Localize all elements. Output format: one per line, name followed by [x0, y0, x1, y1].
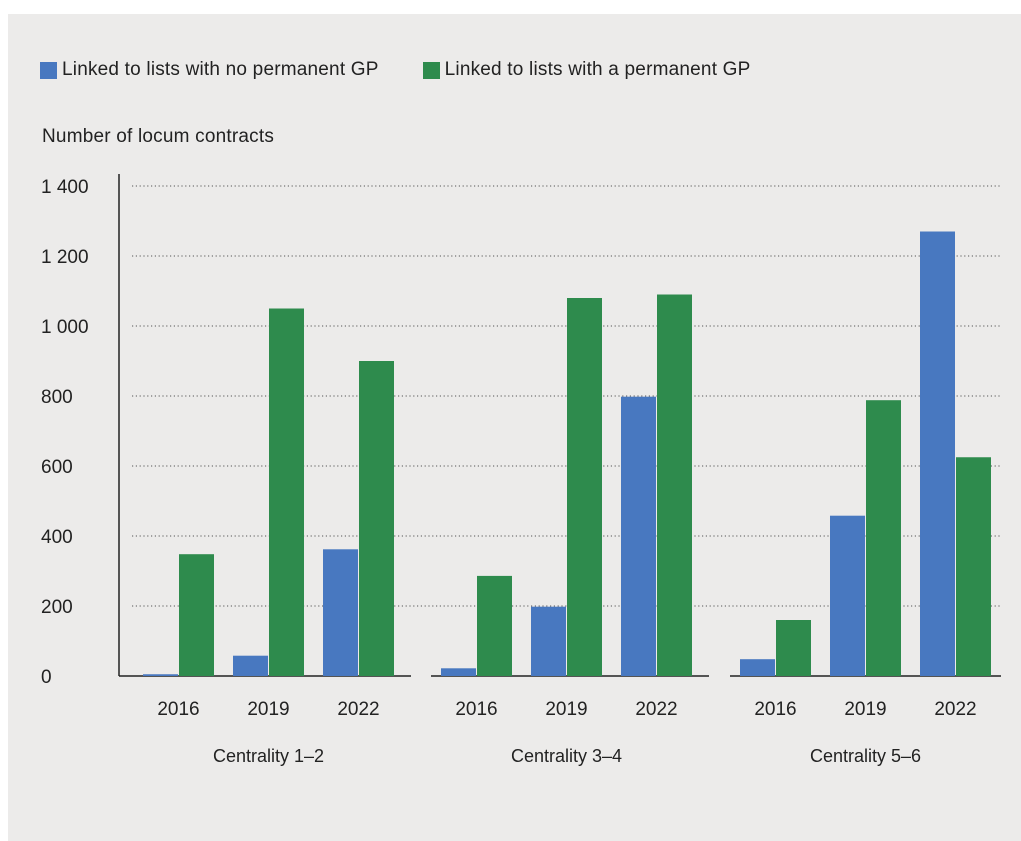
bar [359, 361, 394, 676]
legend-item-no-permanent-gp: Linked to lists with no permanent GP [40, 59, 379, 81]
legend-label-permanent-gp: Linked to lists with a permanent GP [444, 59, 751, 80]
y-tick-label: 1 200 [41, 247, 89, 268]
bar [830, 515, 865, 676]
group-label: Centrality 1–2 [213, 746, 324, 766]
y-tick-label: 0 [41, 667, 52, 688]
legend-swatch-no-permanent-gp [40, 61, 57, 79]
y-tick-label: 1 000 [41, 317, 89, 338]
x-tick-label: 2022 [934, 699, 976, 720]
y-tick-label: 800 [41, 387, 73, 408]
bar [776, 620, 811, 676]
x-tick-label: 2019 [247, 699, 289, 720]
group-label: Centrality 3–4 [511, 746, 622, 766]
x-tick-label: 2022 [635, 699, 677, 720]
bar [740, 659, 775, 676]
group-label: Centrality 5–6 [810, 746, 921, 766]
bar [179, 554, 214, 676]
bar [866, 400, 901, 676]
chart-panel [8, 14, 1021, 841]
bar [143, 674, 178, 676]
bar [477, 575, 512, 676]
x-tick-label: 2019 [545, 699, 587, 720]
legend: Linked to lists with no permanent GP Lin… [40, 58, 795, 82]
legend-label-no-permanent-gp: Linked to lists with no permanent GP [62, 59, 379, 80]
bar [621, 396, 656, 676]
legend-swatch-permanent-gp [422, 61, 440, 79]
bar [567, 298, 602, 676]
y-tick-label: 200 [41, 597, 73, 618]
bar [233, 655, 268, 676]
bar [956, 457, 991, 676]
x-tick-label: 2022 [337, 699, 379, 720]
bar [323, 549, 358, 676]
x-tick-label: 2019 [844, 699, 886, 720]
y-tick-label: 400 [41, 527, 73, 548]
x-tick-label: 2016 [455, 699, 497, 720]
y-axis-title: Number of locum contracts [42, 126, 275, 147]
bar [531, 606, 566, 676]
y-tick-label: 600 [41, 457, 73, 478]
legend-item-permanent-gp: Linked to lists with a permanent GP [422, 59, 751, 81]
bar [920, 231, 955, 676]
bar [441, 668, 476, 676]
x-tick-label: 2016 [754, 699, 796, 720]
x-tick-label: 2016 [157, 699, 199, 720]
bar [269, 308, 304, 676]
y-tick-label: 1 400 [41, 177, 89, 198]
bar [657, 294, 692, 676]
